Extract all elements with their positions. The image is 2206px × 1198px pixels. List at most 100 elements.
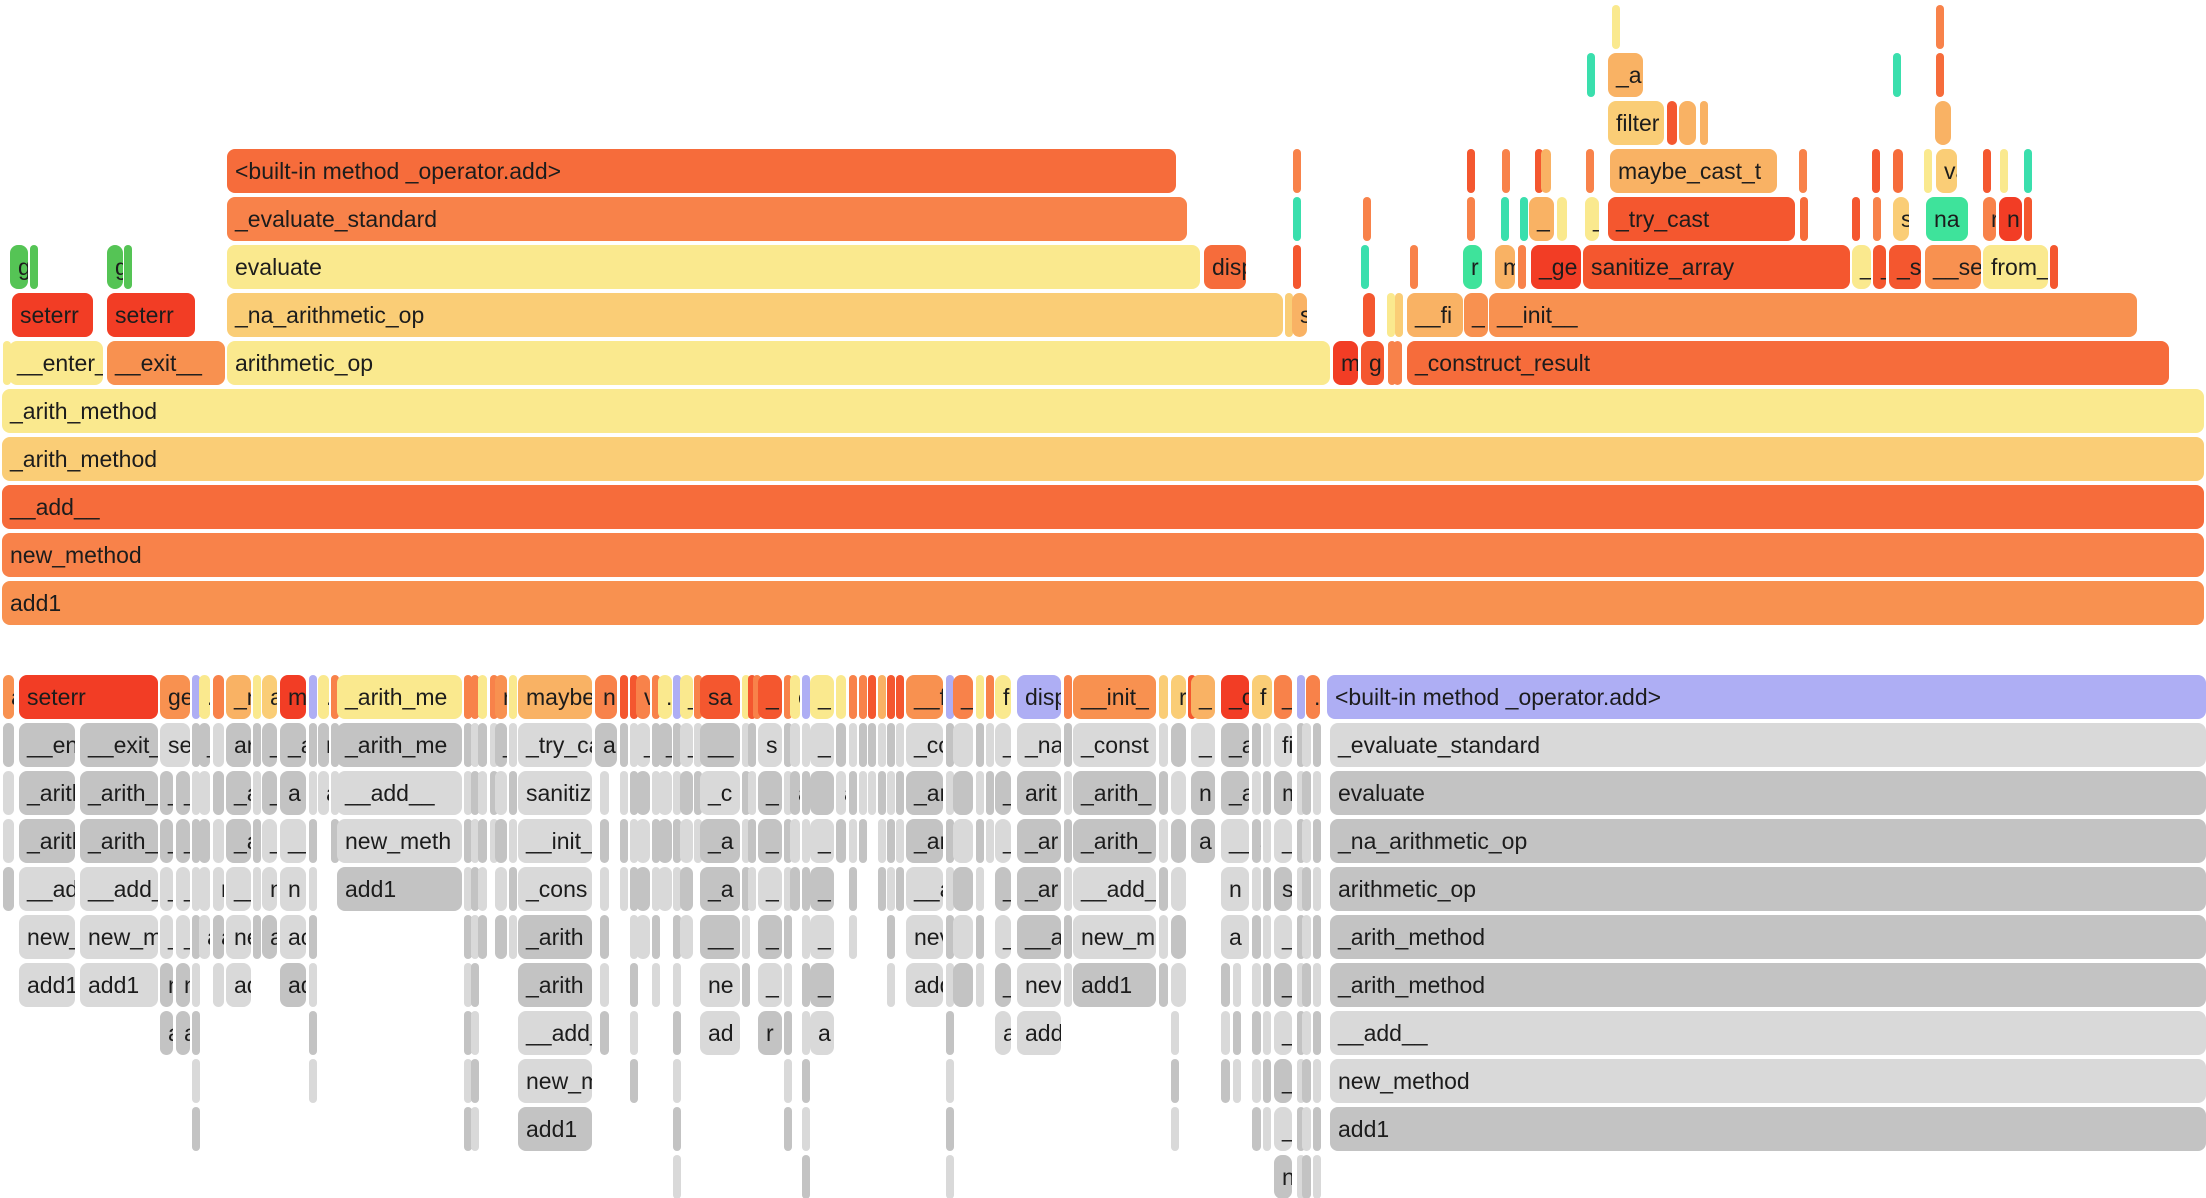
frame-sliver[interactable] (694, 723, 702, 767)
frame-sliver[interactable] (1171, 915, 1186, 959)
frame-sliver[interactable] (1221, 1059, 1230, 1103)
frame-sliver[interactable] (868, 675, 876, 719)
frame-sliver[interactable] (1302, 771, 1311, 815)
frame-sliver[interactable] (1293, 149, 1301, 193)
frame-sliver[interactable] (1297, 771, 1305, 815)
frame-__[interactable]: __ (280, 819, 306, 863)
frame-a[interactable]: a (836, 771, 846, 815)
frame-sliver[interactable] (1263, 915, 1271, 959)
frame-sliver[interactable] (946, 1155, 954, 1198)
frame-sliver[interactable] (868, 723, 876, 767)
frame-sliver[interactable] (1159, 819, 1168, 863)
frame-a[interactable]: a (262, 675, 277, 719)
frame-sliver[interactable] (636, 867, 650, 911)
frame-_arith_me[interactable]: _arith_me (19, 819, 75, 863)
frame-sliver[interactable] (673, 723, 681, 767)
frame-ari[interactable]: ari (226, 723, 251, 767)
frame-sliver[interactable] (859, 819, 867, 863)
frame-__add__[interactable]: __add__ (80, 867, 158, 911)
frame-a[interactable]: a (595, 723, 617, 767)
frame-sliver[interactable] (790, 867, 800, 911)
frame-sliver[interactable] (464, 675, 472, 719)
frame-nev[interactable]: nev (1017, 963, 1061, 1007)
frame-_a[interactable]: _a (226, 819, 251, 863)
frame-sliver[interactable] (673, 675, 681, 719)
frame-sliver[interactable] (1221, 1011, 1230, 1055)
frame-_try_cast[interactable]: _try_cast (1608, 197, 1795, 241)
frame-sliver[interactable] (495, 867, 507, 911)
frame-_c[interactable]: _c (1221, 675, 1249, 719)
frame-sliver[interactable] (253, 915, 261, 959)
frame-sliver[interactable] (1936, 5, 1944, 49)
frame-sliver[interactable] (784, 1011, 792, 1055)
frame-sliver[interactable] (1388, 341, 1396, 385)
frame-n[interactable]: n (262, 867, 277, 911)
frame-_[interactable]: _ (810, 819, 834, 863)
frame-sliver[interactable] (1520, 197, 1528, 241)
frame-a[interactable]: a (790, 771, 800, 815)
frame-sliver[interactable] (658, 819, 672, 863)
frame-sliver[interactable] (802, 1155, 810, 1198)
frame-sliver[interactable] (471, 1059, 479, 1103)
frame-arit[interactable]: arit (1017, 771, 1061, 815)
frame-sliver[interactable] (658, 771, 672, 815)
frame-sliver[interactable] (636, 915, 650, 959)
frame-m[interactable]: m (1495, 245, 1515, 289)
frame-_n[interactable]: _n (226, 675, 251, 719)
frame-_[interactable]: _ (1274, 963, 1292, 1007)
frame-sliver[interactable] (790, 819, 800, 863)
frame-sliver[interactable] (986, 675, 994, 719)
frame-sliver[interactable] (1221, 963, 1230, 1007)
frame-_arith_[interactable]: _arith_ (1073, 771, 1156, 815)
frame-sliver[interactable] (464, 867, 472, 911)
frame-sanitize_array[interactable]: sanitize_array (1583, 245, 1850, 289)
frame-sliver[interactable] (1302, 723, 1311, 767)
frame-.[interactable]: . (318, 675, 329, 719)
frame-_[interactable]: _ (160, 771, 173, 815)
frame-sliver[interactable] (630, 1059, 638, 1103)
frame-fi[interactable]: fi (1274, 723, 1292, 767)
frame-sliver[interactable] (652, 723, 660, 767)
frame-sliver[interactable] (673, 1107, 681, 1151)
frame-from_[interactable]: from_ (1983, 245, 2048, 289)
frame-sliver[interactable] (192, 867, 200, 911)
frame-sliver[interactable] (784, 867, 792, 911)
frame-sliver[interactable] (946, 867, 954, 911)
frame-sliver[interactable] (1252, 1059, 1261, 1103)
frame-sliver[interactable] (192, 675, 200, 719)
frame-sliver[interactable] (896, 819, 904, 863)
frame-sliver[interactable] (1873, 197, 1881, 241)
frame-sliver[interactable] (1297, 723, 1305, 767)
frame-sliver[interactable] (1302, 963, 1311, 1007)
frame-n[interactable]: n (1221, 867, 1249, 911)
frame-n[interactable]: n (595, 675, 617, 719)
frame-sliver[interactable] (1302, 819, 1311, 863)
frame-sliver[interactable] (859, 771, 867, 815)
frame-__se[interactable]: __se (1925, 245, 1981, 289)
frame-sliver[interactable] (199, 867, 210, 911)
frame-sliver[interactable] (495, 915, 507, 959)
frame-sliver[interactable] (986, 723, 994, 767)
frame-_[interactable]: _ (1191, 675, 1215, 719)
frame-sliver[interactable] (30, 245, 38, 289)
frame-sliver[interactable] (878, 723, 886, 767)
frame-sliver[interactable] (673, 915, 681, 959)
frame-sliver[interactable] (636, 771, 650, 815)
frame-arithmetic_op[interactable]: arithmetic_op (1330, 867, 2206, 911)
frame-sliver[interactable] (478, 819, 487, 863)
frame-_[interactable]: _ (1274, 675, 1292, 719)
frame-sliver[interactable] (1361, 245, 1369, 289)
frame-sliver[interactable] (976, 963, 984, 1007)
frame-sliver[interactable] (1064, 867, 1072, 911)
frame-sliver[interactable] (1293, 197, 1301, 241)
frame-s[interactable]: s (1893, 197, 1909, 241)
frame-sliver[interactable] (630, 915, 638, 959)
frame-n[interactable]: n (1302, 1107, 1311, 1151)
frame-_[interactable]: _ (495, 723, 507, 767)
frame-sliver[interactable] (192, 963, 200, 1007)
frame-sliver[interactable] (784, 675, 792, 719)
frame-sliver[interactable] (1171, 723, 1186, 767)
frame-_[interactable]: _ (199, 723, 210, 767)
frame-sliver[interactable] (748, 675, 756, 719)
frame-sliver[interactable] (478, 675, 487, 719)
